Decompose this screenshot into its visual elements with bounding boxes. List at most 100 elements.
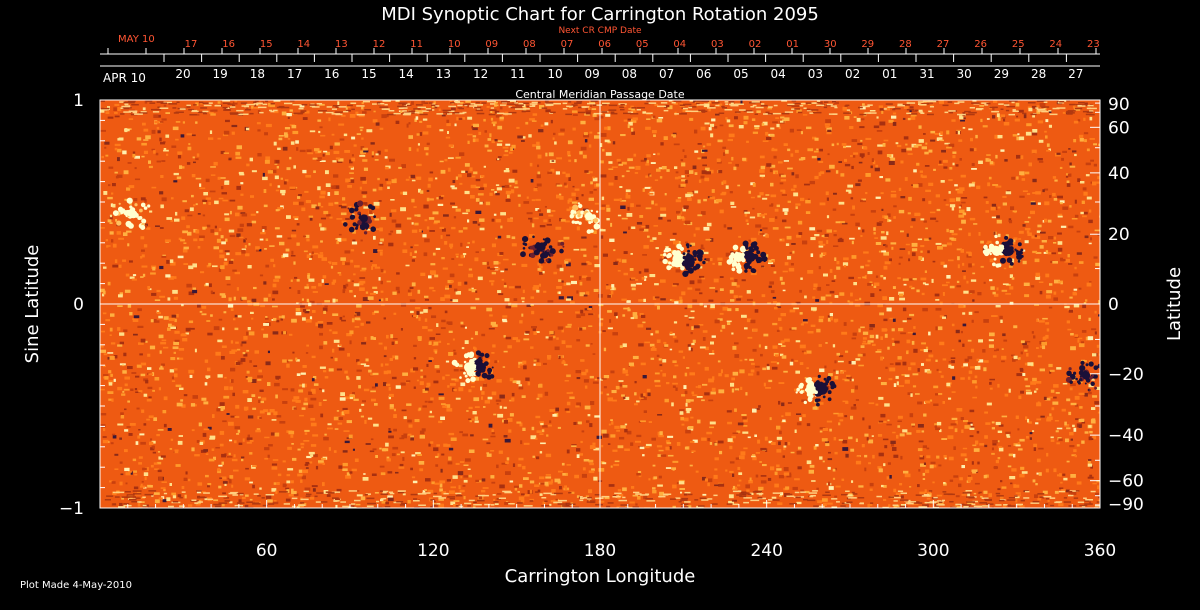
noise-speck — [684, 252, 687, 256]
noise-speck — [317, 157, 322, 159]
noise-speck — [233, 469, 239, 472]
noise-speck — [320, 190, 326, 195]
noise-speck — [166, 153, 169, 156]
noise-speck — [385, 178, 389, 181]
noise-speck — [776, 329, 780, 332]
noise-speck — [501, 185, 507, 188]
noise-speck — [912, 373, 919, 376]
noise-speck — [143, 393, 148, 397]
noise-speck — [1084, 431, 1089, 434]
noise-speck — [446, 123, 451, 127]
noise-speck — [1094, 331, 1097, 335]
noise-speck — [324, 300, 330, 303]
noise-speck — [725, 469, 728, 472]
noise-speck — [646, 113, 652, 116]
noise-speck — [658, 475, 662, 479]
noise-speck — [792, 486, 798, 490]
noise-speck — [371, 386, 376, 389]
noise-speck — [840, 173, 845, 177]
noise-speck — [957, 264, 960, 269]
noise-speck — [244, 504, 249, 508]
noise-speck — [894, 340, 900, 344]
noise-speck — [1057, 195, 1063, 199]
noise-speck — [850, 197, 854, 200]
noise-speck — [825, 170, 831, 173]
noise-speck — [129, 260, 133, 263]
noise-speck — [463, 496, 466, 500]
next-date-label: 17 — [185, 39, 198, 50]
noise-speck — [178, 435, 183, 437]
noise-speck — [592, 113, 597, 117]
noise-speck — [1066, 398, 1071, 402]
noise-speck — [805, 199, 811, 204]
noise-speck — [170, 261, 176, 266]
noise-speck — [734, 388, 740, 391]
noise-speck — [247, 434, 250, 438]
noise-speck — [242, 438, 245, 442]
noise-speck — [254, 104, 257, 107]
noise-speck — [318, 103, 325, 106]
noise-speck — [471, 386, 475, 388]
noise-speck — [309, 496, 315, 500]
noise-speck — [833, 233, 837, 237]
noise-speck — [503, 154, 509, 157]
noise-speck — [473, 138, 479, 142]
noise-speck — [641, 314, 646, 318]
noise-speck — [447, 280, 453, 284]
noise-speck — [721, 324, 726, 329]
noise-speck — [263, 204, 268, 208]
noise-speck — [133, 315, 140, 319]
noise-speck — [985, 474, 989, 478]
noise-speck — [532, 328, 536, 331]
noise-speck — [948, 361, 952, 363]
noise-speck — [701, 399, 705, 402]
noise-speck — [738, 472, 743, 475]
noise-speck — [310, 388, 316, 392]
noise-speck — [411, 476, 416, 479]
noise-speck — [1049, 283, 1053, 286]
noise-speck — [125, 472, 131, 476]
noise-speck — [878, 377, 881, 380]
noise-speck — [438, 498, 444, 501]
noise-speck — [771, 147, 775, 150]
noise-speck — [610, 222, 613, 227]
noise-speck — [519, 320, 523, 324]
noise-speck — [803, 319, 808, 322]
noise-speck — [607, 443, 611, 445]
noise-speck — [180, 399, 184, 402]
noise-speck — [1057, 215, 1063, 218]
noise-speck — [568, 177, 571, 181]
noise-speck — [254, 107, 260, 109]
noise-speck — [799, 289, 802, 293]
noise-speck — [159, 137, 162, 142]
noise-speck — [334, 142, 340, 146]
noise-speck — [1037, 224, 1042, 228]
noise-speck — [933, 168, 936, 171]
noise-speck — [410, 437, 414, 441]
noise-speck — [435, 177, 438, 180]
noise-speck — [750, 237, 757, 242]
noise-speck — [907, 212, 911, 215]
noise-speck — [282, 484, 287, 487]
noise-speck — [893, 205, 897, 208]
noise-speck — [295, 312, 302, 316]
noise-speck — [926, 455, 931, 459]
noise-speck — [117, 107, 122, 112]
noise-speck — [744, 211, 750, 214]
noise-speck — [1068, 263, 1073, 265]
noise-speck — [373, 249, 378, 253]
noise-speck — [160, 487, 166, 489]
noise-speck — [1058, 438, 1063, 442]
noise-speck — [491, 111, 496, 115]
noise-speck — [473, 501, 477, 504]
noise-speck — [513, 298, 518, 301]
noise-speck — [374, 310, 379, 314]
noise-speck — [951, 349, 955, 351]
noise-speck — [941, 438, 948, 440]
noise-speck — [537, 101, 541, 104]
noise-speck — [606, 207, 611, 212]
noise-speck — [1000, 495, 1004, 500]
noise-speck — [364, 336, 367, 341]
noise-speck — [1090, 465, 1093, 469]
noise-speck — [408, 147, 412, 151]
